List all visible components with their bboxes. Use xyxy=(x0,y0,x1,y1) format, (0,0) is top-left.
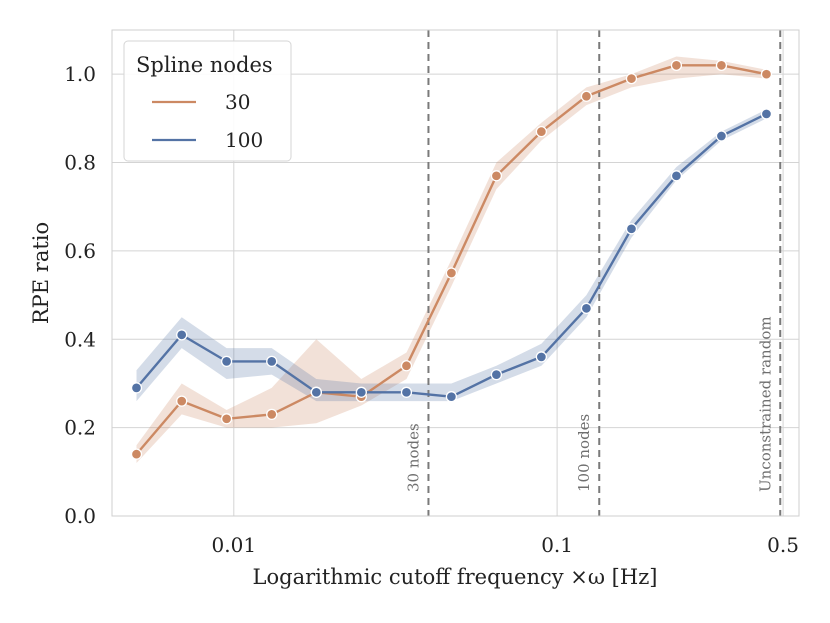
y-tick-label: 0.8 xyxy=(64,151,96,175)
point-30 xyxy=(400,360,413,372)
point-30 xyxy=(760,68,773,80)
y-tick-labels: 0.0 0.2 0.4 0.6 0.8 1.0 xyxy=(64,62,96,528)
vline-label-2: 100 nodes xyxy=(575,414,593,492)
point-100 xyxy=(625,223,638,235)
point-30 xyxy=(176,395,188,407)
vline-label-1: 30 nodes xyxy=(404,423,422,492)
x-axis-label: Logarithmic cutoff frequency ×ω [Hz] xyxy=(253,565,658,589)
y-tick-label: 0.0 xyxy=(64,504,96,528)
point-30 xyxy=(535,125,548,138)
point-30 xyxy=(130,448,143,460)
y-tick-label: 0.4 xyxy=(64,327,96,351)
point-100 xyxy=(760,108,773,120)
x-tick-label: 0.5 xyxy=(767,533,799,557)
point-100 xyxy=(490,368,503,381)
y-tick-label: 0.2 xyxy=(64,416,96,440)
y-axis-label: RPE ratio xyxy=(29,222,53,324)
point-100 xyxy=(220,355,233,368)
y-tick-label: 0.6 xyxy=(64,239,96,263)
legend-label-30: 30 xyxy=(225,90,250,114)
point-100 xyxy=(130,382,143,394)
reference-lines: 30 nodes 100 nodes Unconstrained random xyxy=(404,30,782,516)
y-tick-label: 1.0 xyxy=(64,62,96,86)
point-100 xyxy=(176,329,188,341)
point-100 xyxy=(670,170,683,182)
point-30 xyxy=(715,59,728,71)
vline-label-3: Unconstrained random xyxy=(756,316,774,492)
point-30 xyxy=(490,170,503,182)
legend: Spline nodes 30 100 xyxy=(123,40,292,162)
point-30 xyxy=(670,59,683,71)
point-100 xyxy=(580,302,593,314)
legend-label-100: 100 xyxy=(225,128,263,152)
x-tick-label: 0.1 xyxy=(541,533,573,557)
point-30 xyxy=(625,72,638,85)
x-tick-labels: 0.01 0.1 0.5 xyxy=(212,533,799,557)
band-30 xyxy=(136,56,767,463)
point-100 xyxy=(445,391,458,403)
point-100 xyxy=(400,386,413,398)
point-30 xyxy=(266,408,278,421)
legend-box xyxy=(123,40,292,162)
series-points xyxy=(130,59,773,460)
point-100 xyxy=(355,386,367,398)
confidence-bands xyxy=(136,56,767,463)
plot-frame xyxy=(111,29,800,517)
legend-title: Spline nodes xyxy=(136,53,273,77)
point-100 xyxy=(266,355,278,368)
point-30 xyxy=(580,90,593,102)
point-30 xyxy=(445,267,458,279)
point-100 xyxy=(715,130,728,142)
point-30 xyxy=(220,413,233,425)
point-100 xyxy=(310,386,322,398)
x-tick-label: 0.01 xyxy=(212,533,257,557)
point-100 xyxy=(535,351,548,363)
